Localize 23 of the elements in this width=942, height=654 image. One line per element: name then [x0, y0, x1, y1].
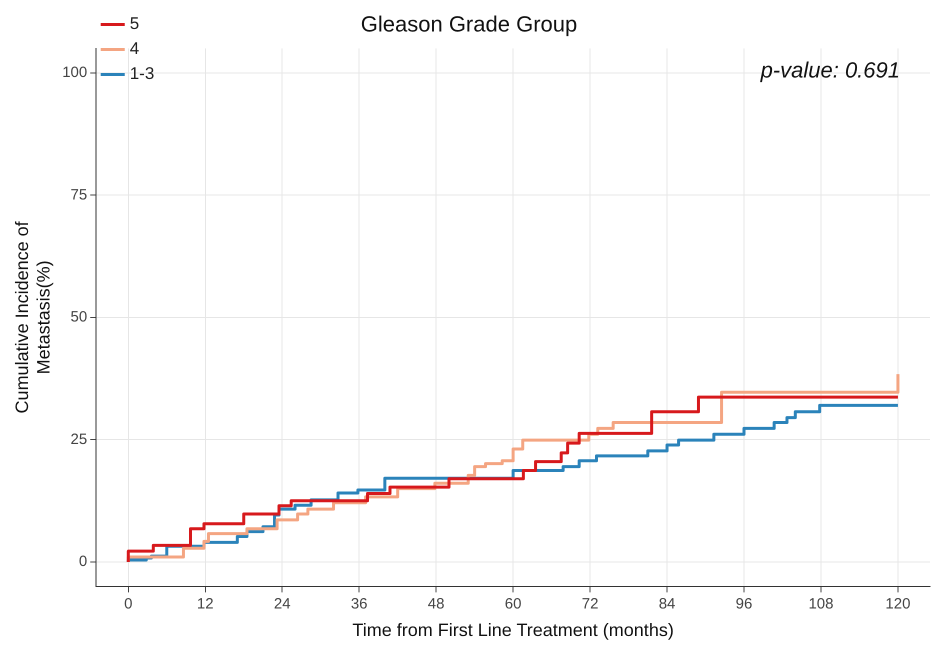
- y-tick-label: 25: [70, 430, 88, 448]
- chart-title: Gleason Grade Group: [360, 11, 578, 36]
- y-axis-title: Cumulative Incidence of Metastasis(%): [12, 220, 54, 414]
- y-tick-label: 75: [70, 186, 88, 204]
- x-axis-title: Time from First Line Treatment (months): [352, 620, 674, 640]
- x-tick-label: 60: [504, 596, 522, 613]
- x-tick-label: 24: [274, 596, 291, 613]
- x-tick-label: 96: [736, 596, 752, 613]
- legend-label: 1-3: [130, 64, 154, 84]
- x-tick-label: 36: [350, 596, 368, 613]
- x-tick-label: 120: [885, 596, 910, 613]
- y-tick-label: 0: [78, 553, 88, 570]
- x-tick-label: 48: [428, 596, 444, 613]
- x-tick-label: 12: [196, 596, 214, 613]
- x-tick-label: 0: [124, 596, 132, 613]
- legend-label: 4: [130, 39, 140, 58]
- x-tick-label: 108: [808, 596, 834, 613]
- y-tick-label: 50: [70, 308, 88, 326]
- y-tick-label: 100: [62, 64, 88, 81]
- x-tick-label: 84: [658, 596, 676, 613]
- x-tick-label: 72: [582, 596, 598, 613]
- legend-label: 5: [130, 14, 140, 34]
- annotation: p-value: 0.691: [760, 58, 900, 83]
